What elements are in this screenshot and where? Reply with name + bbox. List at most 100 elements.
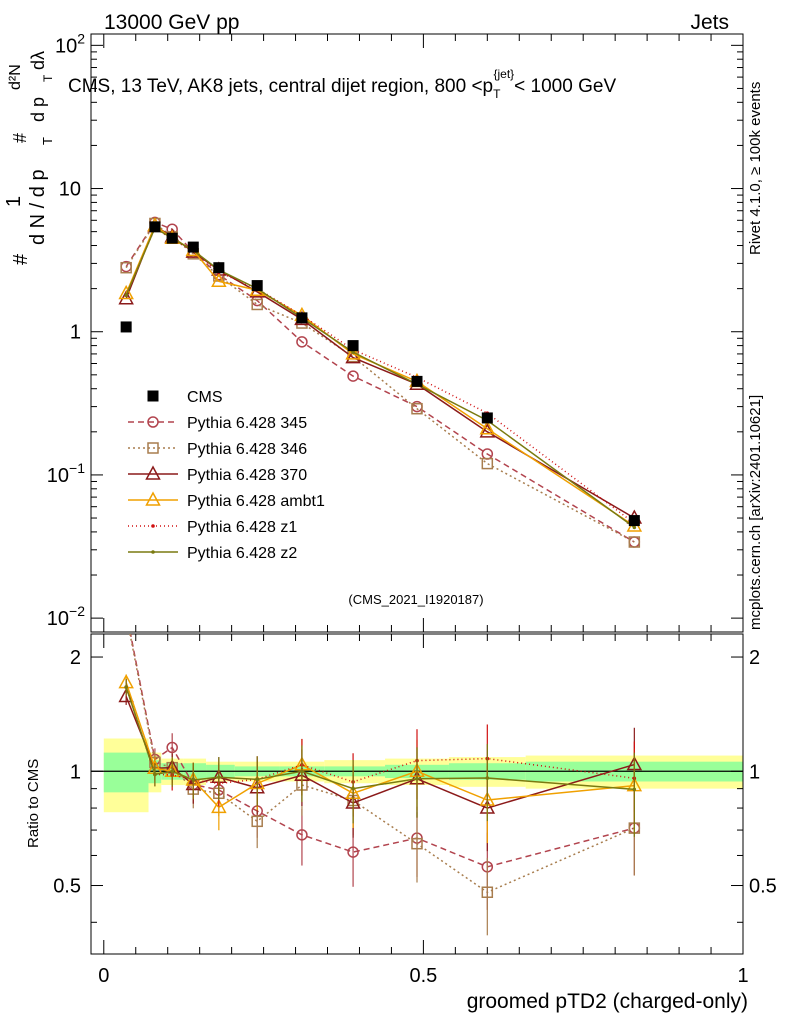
cms-band-stat — [103, 752, 149, 793]
legend-marker — [147, 442, 159, 454]
y-label-hash-2: # — [10, 133, 30, 143]
header-left: 13000 GeV pp — [104, 11, 239, 34]
y-tick-label: 102 — [55, 30, 85, 57]
data-point — [213, 262, 225, 274]
ratio-point — [211, 798, 227, 814]
legend-marker — [151, 550, 155, 554]
ratio-frame — [90, 633, 744, 955]
legend-marker — [145, 465, 161, 480]
series-line — [125, 221, 635, 543]
y-tick-label: 10−2 — [47, 603, 85, 630]
data-point — [628, 515, 640, 527]
ratio-tick-label-right: 2 — [749, 647, 760, 669]
y-tick-label: 10−1 — [47, 460, 85, 487]
data-point — [166, 232, 178, 244]
x-tick-label: 0.5 — [409, 965, 437, 987]
ratio-point — [300, 769, 304, 774]
data-point — [118, 284, 134, 300]
legend-item-pythia-6-428-370: Pythia 6.428 370 — [128, 465, 307, 484]
data-point — [411, 375, 423, 387]
chart-title-pre: CMS, 13 TeV, AK8 jets, central dijet reg… — [68, 76, 493, 97]
y-label-one: 1 — [3, 196, 25, 207]
data-point — [481, 457, 494, 470]
ratio-point — [251, 815, 263, 828]
y-tick-label-base: 10 — [47, 608, 69, 630]
legend: CMS Pythia 6.428 345 Pythia 6.428 346 Pythi… — [128, 389, 325, 562]
main-frame — [90, 33, 744, 633]
legend-item-cms: CMS — [147, 389, 223, 406]
ratio-point — [170, 769, 174, 774]
y-tick-label: 1 — [70, 322, 81, 344]
legend-marker — [147, 416, 159, 428]
series-line — [125, 222, 635, 543]
data-point — [351, 350, 355, 354]
legend-label: Pythia 6.428 345 — [187, 415, 307, 432]
legend-marker — [147, 390, 159, 402]
ratio-point — [351, 786, 355, 791]
y-label-dp: d p — [28, 97, 48, 122]
ratio-point — [255, 777, 259, 782]
legend-label: Pythia 6.428 ambt1 — [187, 493, 325, 510]
ratio-tick-label: 0.5 — [53, 876, 81, 898]
ratio-tick-label-right: 0.5 — [749, 876, 777, 898]
ratio-point — [485, 776, 490, 780]
y-tick-label-base: 10 — [55, 35, 77, 57]
y-axis-label: # 1 d N / d p T # d²N d p T dλ — [3, 51, 55, 265]
ratio-point — [411, 837, 423, 850]
legend-label: Pythia 6.428 370 — [187, 467, 307, 484]
x-tick-label: 1 — [737, 965, 748, 987]
data-point — [632, 525, 637, 530]
data-point — [347, 370, 359, 382]
ratio-panel: 0 0.5 1 0.5 0.5 1 1 2 2 — [53, 606, 777, 987]
y-tick-label-exp: −2 — [69, 603, 85, 619]
legend-item-pythia-6-428-345: Pythia 6.428 345 — [128, 415, 307, 432]
data-point — [120, 261, 132, 274]
legend-item-pythia-6-428-346: Pythia 6.428 346 — [128, 441, 307, 458]
data-point — [149, 221, 161, 233]
data-point — [411, 402, 423, 415]
y-tick-label: 10 — [59, 179, 81, 201]
legend-marker — [145, 491, 161, 506]
analysis-id: (CMS_2021_I1920187) — [348, 592, 483, 607]
ratio-point — [191, 778, 196, 782]
data-point — [347, 340, 359, 352]
data-point — [628, 536, 641, 548]
ratio-point — [415, 776, 419, 781]
legend-label: Pythia 6.428 z1 — [187, 519, 297, 536]
ratio-point — [166, 741, 178, 754]
data-point — [345, 345, 361, 360]
y-tick-label-exp: 2 — [77, 30, 85, 46]
data-point — [345, 348, 361, 364]
y-label-d2n: d²N — [7, 64, 24, 90]
x-tick-label: 0 — [98, 965, 109, 987]
ratio-point — [217, 775, 221, 780]
y-label-t1: T — [40, 137, 55, 145]
y-label-dn: d N / d p — [27, 169, 49, 245]
data-point — [251, 298, 263, 311]
ratio-line — [125, 696, 635, 809]
ratio-point — [153, 772, 157, 777]
ratio-point — [347, 846, 359, 858]
data-point — [211, 272, 227, 288]
series-cms — [120, 221, 640, 527]
rivet-label: Rivet 4.1.0, ≥ 100k events — [747, 82, 764, 255]
ratio-tick-label: 2 — [70, 647, 81, 669]
x-axis-label: groomed pTD2 (charged-only) — [467, 990, 748, 1013]
legend-label: Pythia 6.428 z2 — [187, 545, 297, 562]
ratio-point — [296, 829, 308, 841]
legend-label: CMS — [187, 389, 223, 406]
y-tick-label-exp: −1 — [69, 460, 85, 476]
series-pythia-6-428-ambt1 — [118, 217, 643, 532]
ratio-point — [121, 606, 131, 616]
chart-title-sup: {jet} — [493, 67, 514, 81]
legend-item-pythia-6-428-z2: Pythia 6.428 z2 — [128, 545, 297, 562]
y-label-dl: dλ — [28, 51, 48, 70]
header-right: Jets — [690, 11, 729, 34]
ratio-y-label: Ratio to CMS — [25, 759, 42, 848]
data-point — [479, 420, 496, 435]
ratio-line — [129, 634, 635, 868]
ratio-tick-label: 1 — [70, 761, 81, 783]
ratio-line — [129, 634, 635, 894]
